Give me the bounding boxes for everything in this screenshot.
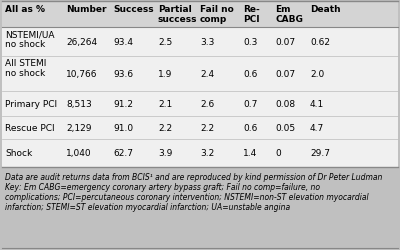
- Text: Rescue PCI: Rescue PCI: [5, 124, 55, 132]
- Text: 8,513: 8,513: [66, 100, 92, 108]
- Text: 3.2: 3.2: [200, 148, 214, 157]
- Text: 2.0: 2.0: [310, 70, 324, 79]
- Text: 1,040: 1,040: [66, 148, 92, 157]
- Text: 0.6: 0.6: [243, 124, 257, 132]
- Text: 0.08: 0.08: [275, 100, 295, 108]
- Text: 1.4: 1.4: [243, 148, 257, 157]
- Text: 2.4: 2.4: [200, 70, 214, 79]
- Text: 93.6: 93.6: [113, 70, 133, 79]
- Text: 91.2: 91.2: [113, 100, 133, 108]
- Text: 4.7: 4.7: [310, 124, 324, 132]
- Text: 2.5: 2.5: [158, 38, 172, 47]
- Text: 10,766: 10,766: [66, 70, 98, 79]
- Text: 93.4: 93.4: [113, 38, 133, 47]
- Text: All as %: All as %: [5, 5, 45, 14]
- Text: Primary PCI: Primary PCI: [5, 100, 57, 108]
- Text: Data are audit returns data from BCIS¹ and are reproduced by kind permission of : Data are audit returns data from BCIS¹ a…: [5, 172, 382, 181]
- Text: 0.05: 0.05: [275, 124, 295, 132]
- Text: 0.07: 0.07: [275, 38, 295, 47]
- Text: 2.6: 2.6: [200, 100, 214, 108]
- Text: Shock: Shock: [5, 148, 32, 157]
- Bar: [2, 2, 398, 28]
- Text: NSTEMI/UA
no shock: NSTEMI/UA no shock: [5, 30, 54, 49]
- Bar: [2, 2, 398, 167]
- Text: 0.7: 0.7: [243, 100, 257, 108]
- Text: Fail no
comp: Fail no comp: [200, 5, 234, 24]
- Text: Re-
PCI: Re- PCI: [243, 5, 260, 24]
- Text: 29.7: 29.7: [310, 148, 330, 157]
- Bar: [2, 168, 398, 248]
- Text: Key: Em CABG=emergency coronary artery bypass graft; Fail no comp=failure, no: Key: Em CABG=emergency coronary artery b…: [5, 182, 320, 191]
- Text: 2.2: 2.2: [200, 124, 214, 132]
- Text: Em
CABG: Em CABG: [275, 5, 303, 24]
- Text: 2,129: 2,129: [66, 124, 92, 132]
- Text: 1.9: 1.9: [158, 70, 172, 79]
- Text: 3.3: 3.3: [200, 38, 214, 47]
- Text: complications; PCI=percutaneous coronary intervention; NSTEMI=non-ST elevation m: complications; PCI=percutaneous coronary…: [5, 192, 369, 201]
- Text: 26,264: 26,264: [66, 38, 97, 47]
- Text: 0.62: 0.62: [310, 38, 330, 47]
- Text: Success: Success: [113, 5, 154, 14]
- Text: 3.9: 3.9: [158, 148, 172, 157]
- Text: infarction; STEMI=ST elevation myocardial infarction; UA=unstable angina: infarction; STEMI=ST elevation myocardia…: [5, 202, 290, 211]
- Text: 2.1: 2.1: [158, 100, 172, 108]
- Text: 91.0: 91.0: [113, 124, 133, 132]
- Text: 0.6: 0.6: [243, 70, 257, 79]
- Text: 4.1: 4.1: [310, 100, 324, 108]
- Text: Number: Number: [66, 5, 106, 14]
- Text: All STEMI
no shock: All STEMI no shock: [5, 59, 46, 78]
- Text: 62.7: 62.7: [113, 148, 133, 157]
- Text: 0.07: 0.07: [275, 70, 295, 79]
- Text: 0.3: 0.3: [243, 38, 257, 47]
- Text: Death: Death: [310, 5, 341, 14]
- Text: 0: 0: [275, 148, 281, 157]
- Text: Partial
success: Partial success: [158, 5, 198, 24]
- Text: 2.2: 2.2: [158, 124, 172, 132]
